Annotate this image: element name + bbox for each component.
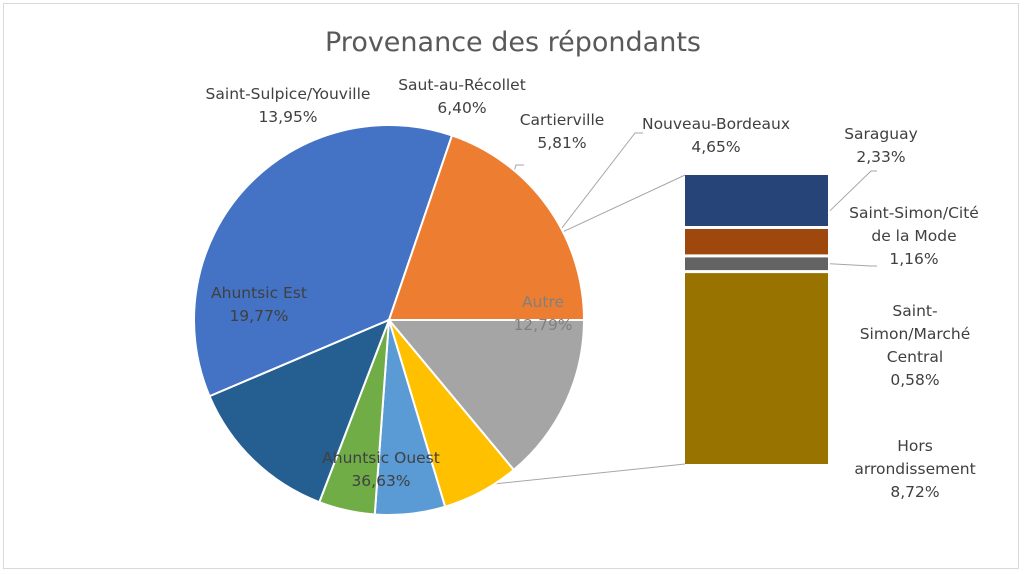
bar-segment-saint-simon-cite-de-la-mode [685,229,828,255]
chart-svg: Provenance des répondants Ahuntsic Ouest… [193,27,979,516]
bar-label-saint-simon-cite-de-la-mode: Saint-Simon/Cité de la Mode [849,204,979,245]
bar-label-hors-arrondissement: Hors arrondissement [854,437,975,478]
slice-label-nouveau-bordeaux: Nouveau-Bordeaux [642,115,790,133]
slice-label-ahuntsic-ouest: Ahuntsic Ouest [322,449,440,467]
pie-slices [193,124,586,516]
leader-line-saraguay [829,170,877,212]
pie-slice-ahuntsic-est [387,134,586,322]
pie-slice-saint-sulpice-youville [386,318,586,472]
slice-label-cartierville: Cartierville [520,111,605,129]
slice-label-autre: Autre [522,293,564,311]
slice-value-saint-sulpice-youville: 13,95% [258,108,317,126]
slice-value-nouveau-bordeaux: 4,65% [691,138,740,156]
bar-value-saraguay: 2,33% [856,148,905,166]
slice-value-autre: 12,79% [513,316,572,334]
leader-line-saint-simon-marche-central [829,263,877,267]
data-labels: Ahuntsic Ouest 36,63% Ahuntsic Est 19,77% Sa… [206,76,979,501]
slice-value-ahuntsic-est: 19,77% [229,307,288,325]
slice-value-cartierville: 5,81% [537,134,586,152]
chart-frame: Provenance des répondants Ahuntsic Ouest… [3,3,1019,569]
bar-value-saint-simon-marche-central: 0,58% [890,371,939,389]
pie-slice-ahuntsic-ouest [193,124,454,398]
bar-segment-hors-arrondissement [685,273,828,464]
bar-value-hors-arrondissement: 8,72% [890,483,939,501]
bar-label-saint-simon-marche-central: Saint-Simon/Marché Central [860,302,971,366]
bar-label-saraguay: Saraguay [844,125,918,143]
slice-label-ahuntsic-est: Ahuntsic Est [211,284,307,302]
bar-segments [685,175,828,464]
chart-title: Provenance des répondants [325,27,701,58]
pie-slice-autre [208,318,391,504]
bar-segment-saraguay [685,175,828,227]
bar-segment-saint-simon-marche-central [685,257,828,271]
slice-value-ahuntsic-ouest: 36,63% [351,472,410,490]
slice-label-saut-au-recollet: Saut-au-Récollet [398,76,526,94]
slice-label-saint-sulpice-youville: Saint-Sulpice/Youville [206,85,371,103]
slice-value-saut-au-recollet: 6,40% [437,99,486,117]
bar-value-saint-simon-cite-de-la-mode: 1,16% [889,250,938,268]
